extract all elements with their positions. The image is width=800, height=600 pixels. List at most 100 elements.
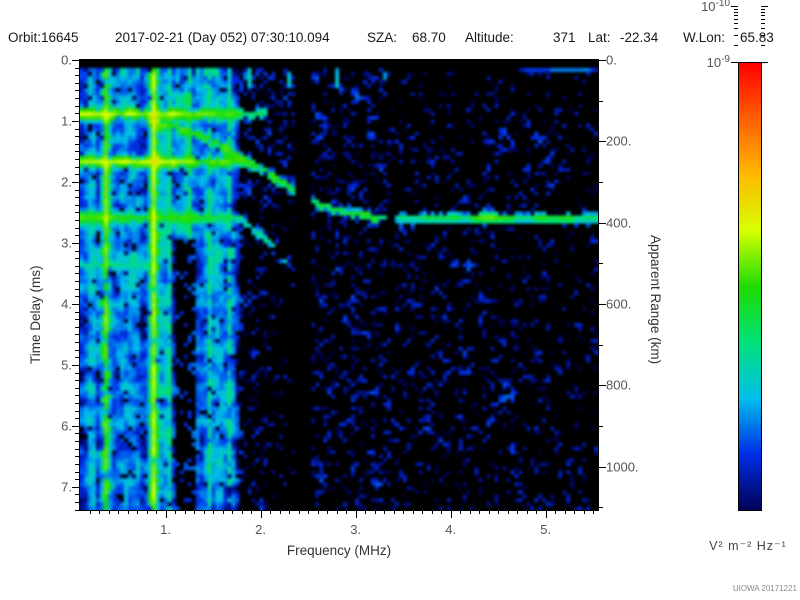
y-tick-label: 6.: [61, 418, 72, 434]
y-tick-label: 4.: [61, 296, 72, 312]
tick: [270, 510, 272, 514]
tick: [75, 463, 80, 465]
colorbar-tick: [731, 6, 738, 8]
tick: [75, 82, 80, 84]
tick: [598, 222, 606, 224]
colorbar-tick-label: 10-9: [706, 53, 730, 71]
tick: [75, 319, 80, 321]
tick: [75, 479, 80, 481]
colorbar-tick: [761, 6, 768, 8]
range-tick-label: 600.: [606, 296, 632, 312]
colorbar: [738, 62, 762, 511]
tick: [598, 385, 606, 387]
sza-value: 68.70: [412, 30, 446, 45]
colorbar-tick: [734, 35, 738, 37]
tick: [75, 448, 80, 450]
tick: [355, 510, 357, 518]
x-tick-label: 3.: [350, 522, 362, 537]
orbit-value: Orbit:16645: [8, 30, 79, 45]
tick: [431, 510, 433, 514]
tick: [75, 128, 80, 130]
tick: [75, 342, 80, 343]
tick: [165, 510, 167, 518]
tick: [75, 334, 80, 336]
tick: [75, 380, 80, 382]
tick: [488, 510, 490, 514]
y-tick-label: 5.: [61, 357, 72, 373]
tick: [108, 510, 110, 514]
tick: [75, 326, 80, 328]
y-tick-label: 1.: [61, 113, 72, 129]
colorbar-tick: [734, 45, 738, 47]
tick: [346, 510, 348, 514]
tick: [598, 303, 606, 305]
sza-label: SZA:: [367, 30, 398, 45]
tick: [517, 510, 519, 514]
colorbar-tick-label: 10-10: [701, 0, 730, 15]
colorbar-tick: [761, 18, 765, 20]
colorbar-tick: [761, 45, 765, 47]
tick: [251, 510, 253, 514]
tick: [545, 510, 547, 518]
spectrogram-canvas: [80, 60, 598, 510]
x-axis-title: Frequency (MHz): [286, 543, 392, 558]
range-tick-label: 400.: [606, 215, 632, 231]
colorbar-tick: [761, 14, 765, 16]
tick: [75, 197, 80, 199]
tick: [384, 510, 386, 514]
tick: [75, 235, 80, 237]
tick: [75, 220, 80, 222]
tick: [222, 510, 224, 514]
tick: [203, 510, 205, 514]
wlon-label: W.Lon:: [683, 30, 726, 45]
tick: [213, 510, 215, 514]
range-tick-label: 200.: [606, 133, 632, 149]
colorbar-tick: [761, 8, 765, 10]
colorbar-tick: [734, 14, 738, 16]
lat-value: -22.34: [620, 30, 659, 45]
tick: [99, 510, 100, 514]
tick: [127, 510, 129, 514]
tick: [89, 510, 91, 514]
tick: [75, 494, 80, 496]
tick: [232, 510, 234, 514]
y-tick-label: 3.: [61, 235, 72, 251]
tick: [555, 510, 557, 514]
tick: [479, 510, 481, 514]
tick: [75, 395, 80, 397]
right-axis-title: Apparent Range (km): [648, 235, 663, 365]
tick: [75, 258, 80, 260]
tick: [593, 510, 595, 514]
tick: [72, 181, 80, 183]
tick: [583, 510, 585, 514]
colorbar-tick: [734, 28, 738, 30]
tick: [308, 510, 310, 514]
tick: [498, 510, 500, 514]
range-tick-label: 800.: [606, 377, 632, 393]
tick: [317, 510, 319, 514]
x-tick-label: 1.: [160, 522, 171, 537]
tick: [75, 410, 80, 412]
tick: [75, 281, 80, 283]
tick: [184, 510, 186, 514]
tick: [72, 60, 80, 61]
y-tick-label: 0.: [61, 52, 72, 68]
tick: [75, 212, 80, 214]
tick: [260, 510, 262, 518]
y-tick-label: 2.: [61, 174, 72, 190]
tick: [75, 357, 80, 359]
tick: [450, 510, 452, 518]
tick: [75, 418, 80, 420]
tick: [75, 174, 80, 176]
tick: [75, 105, 80, 107]
range-tick-label: 1000.: [606, 459, 639, 474]
tick: [75, 250, 80, 252]
colorbar-tick: [734, 18, 738, 20]
tick: [72, 120, 80, 122]
tick: [75, 372, 80, 374]
tick: [75, 288, 80, 290]
tick: [156, 510, 158, 514]
colorbar-tick: [761, 22, 765, 24]
altitude-value: 371: [553, 30, 576, 45]
